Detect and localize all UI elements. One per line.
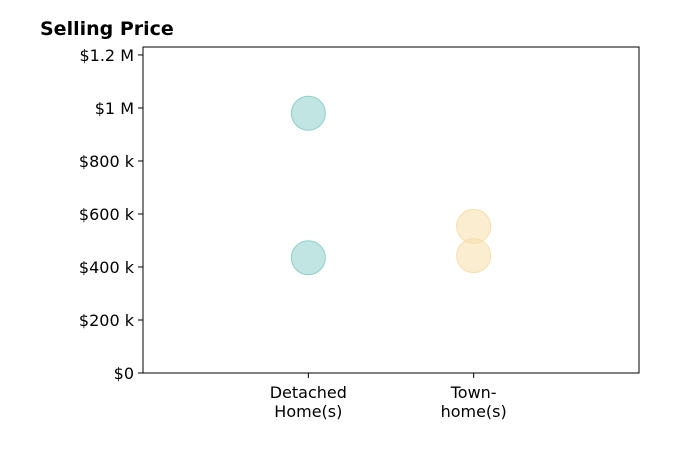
data-point [456, 238, 492, 274]
x-tick-label: Home(s) [274, 402, 342, 421]
y-tick-label: $600 k [79, 205, 135, 224]
y-tick-label: $1.2 M [79, 46, 134, 65]
data-point [290, 240, 326, 276]
data-point [290, 95, 326, 131]
x-tick-label: home(s) [441, 402, 507, 421]
chart-title: Selling Price [40, 18, 174, 40]
y-tick-label: $1 M [95, 99, 134, 118]
y-tick-label: $400 k [79, 258, 135, 277]
x-tick-label: Town- [450, 383, 497, 402]
y-tick-label: $800 k [79, 152, 135, 171]
plot-frame [142, 46, 640, 374]
y-tick-label: $200 k [79, 311, 135, 330]
x-tick-label: Detached [270, 383, 347, 402]
plot-area: $0 $200 k $400 k $600 k $800 k $1 M $1.2 M Deta… [79, 46, 640, 421]
y-tick-label: $0 [114, 364, 134, 383]
